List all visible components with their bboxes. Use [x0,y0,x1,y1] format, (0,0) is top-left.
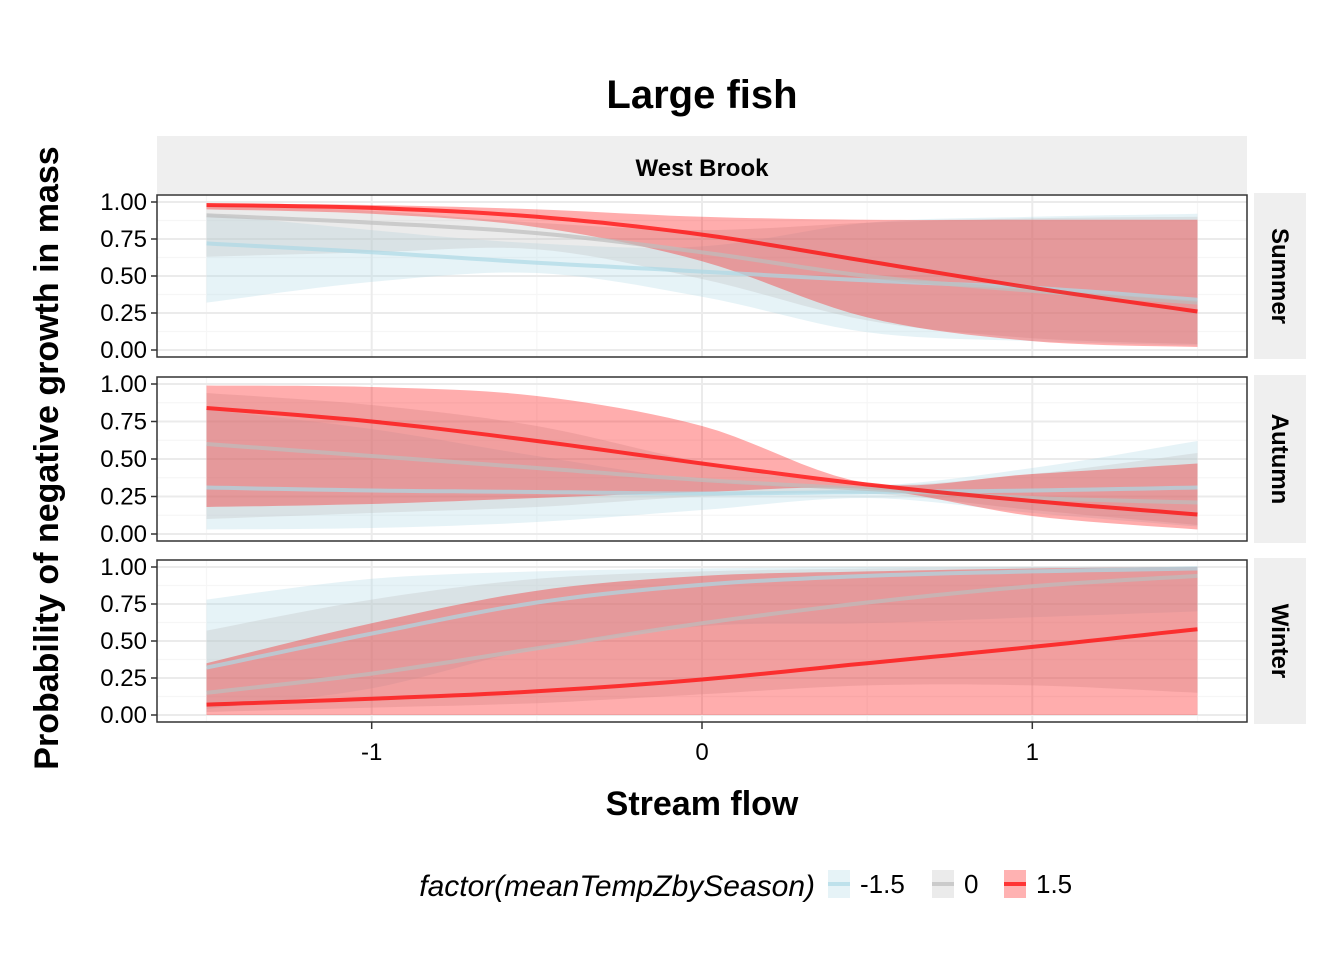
y-tick-label: 0.00 [100,521,147,548]
y-tick-label: 0.50 [100,446,147,473]
y-tick-label: 1.00 [100,371,147,398]
line-winter-1.5 [206,627,1198,707]
line-autumn-1.5 [206,406,1198,517]
y-tick-label: 0.25 [100,484,147,511]
ribbon-winter-1.5 [206,567,1198,715]
chart-title: Large fish [606,73,797,117]
row-strip-background [1254,193,1306,359]
legend-label-1.5: 1.5 [1036,869,1072,899]
y-tick-label: 1.00 [100,189,147,216]
y-tick-label: 0.50 [100,263,147,290]
y-tick-label: 0.75 [100,409,147,436]
ribbon-summer-1.5 [206,203,1198,347]
row-strip-background [1254,375,1306,543]
x-tick-label: 1 [1026,739,1039,766]
row-strip-background [1254,558,1306,724]
column-strip: West Brook [157,136,1247,194]
line-summer-0 [206,213,1198,305]
y-tick-label: 0.25 [100,665,147,692]
facet-panels: 0.000.250.500.751.00Summer0.000.250.500.… [100,189,1306,729]
panel-winter: 0.00 0.25 0.50 0.75 1.00 Winter [100,554,1306,729]
ribbon-winter-0 [206,567,1198,712]
line-autumn-0 [206,442,1198,505]
ribbon-summer-0 [206,205,1198,345]
line-winter--1.5 [206,566,1198,670]
row-strip-label: Summer [1266,228,1293,324]
y-tick-label: 0.25 [100,300,147,327]
y-tick-label: 1.00 [100,554,147,581]
x-axis-title: Stream flow [606,785,799,823]
x-tick-label: -1 [361,739,382,766]
ribbon-autumn--1.5 [206,409,1198,530]
y-axis-title: Probability of negative growth in mass [28,146,66,769]
y-tick-label: 0.00 [100,337,147,364]
x-axis: -1 0 1 [361,722,1039,766]
legend-label-0: 0 [964,869,978,899]
legend-label--1.5: -1.5 [860,869,905,899]
y-tick-label: 0.75 [100,591,147,618]
y-tick-label: 0.50 [100,628,147,655]
column-strip-background [157,136,1247,194]
panel-summer: 0.00 0.25 0.50 0.75 1.00 Summer [100,189,1306,364]
panel-autumn: 0.00 0.25 0.50 0.75 1.00 Autumn [100,371,1306,548]
x-tick-label: 0 [695,739,708,766]
line-summer-1.5 [206,203,1198,314]
row-strip-label: Winter [1266,604,1293,678]
column-strip-label: West Brook [636,155,770,182]
legend: factor(meanTempZbySeason) -1.5 0 1.5 [419,869,1072,903]
y-tick-label: 0.00 [100,702,147,729]
ribbon-summer--1.5 [206,213,1198,346]
line-winter-0 [206,573,1198,695]
legend-title: factor(meanTempZbySeason) [419,870,815,903]
line-autumn--1.5 [206,485,1198,496]
y-tick-label: 0.75 [100,226,147,253]
row-strip-label: Autumn [1266,414,1293,505]
ribbon-winter--1.5 [206,567,1198,710]
